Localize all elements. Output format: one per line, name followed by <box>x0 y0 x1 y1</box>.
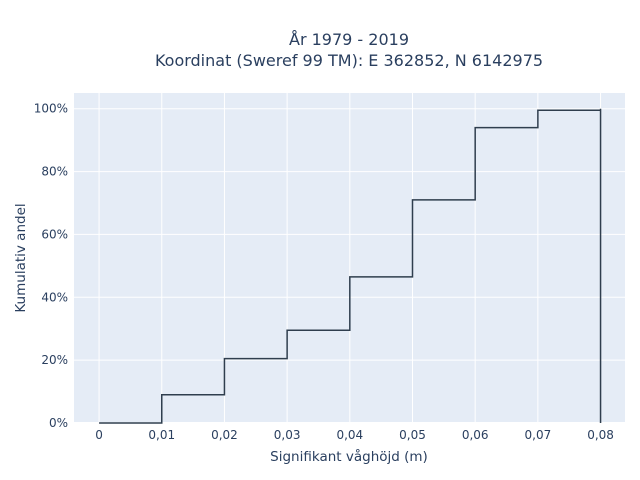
y-axis-title: Kumulativ andel <box>13 203 29 312</box>
y-axis-ticks: 0% 20% 40% 60% 80% 100% <box>34 102 68 430</box>
series-layer <box>99 108 602 424</box>
x-tick-label: 0,03 <box>274 428 301 442</box>
x-tick-label: 0,02 <box>211 428 238 442</box>
x-tick-label: 0,01 <box>148 428 175 442</box>
x-axis-ticks: 0 0,01 0,02 0,03 0,04 0,05 0,06 0,07 0,08 <box>95 428 614 442</box>
x-tick-label: 0,04 <box>336 428 363 442</box>
chart-title-line-2: Koordinat (Sweref 99 TM): E 362852, N 61… <box>155 51 543 70</box>
chart-title-line-1: År 1979 - 2019 <box>289 30 409 49</box>
y-tick-label: 80% <box>41 165 68 179</box>
y-tick-label: 100% <box>34 102 68 116</box>
x-tick-label: 0 <box>95 428 103 442</box>
x-tick-label: 0,08 <box>587 428 614 442</box>
x-tick-label: 0,05 <box>399 428 426 442</box>
y-tick-label: 0% <box>49 416 68 430</box>
x-axis-title: Signifikant våghöjd (m) <box>270 448 428 465</box>
y-tick-label: 60% <box>41 227 68 241</box>
x-tick-label: 0,06 <box>462 428 489 442</box>
x-tick-label: 0,07 <box>525 428 552 442</box>
y-tick-label: 40% <box>41 290 68 304</box>
y-tick-label: 20% <box>41 353 68 367</box>
series-step-line <box>99 108 602 424</box>
